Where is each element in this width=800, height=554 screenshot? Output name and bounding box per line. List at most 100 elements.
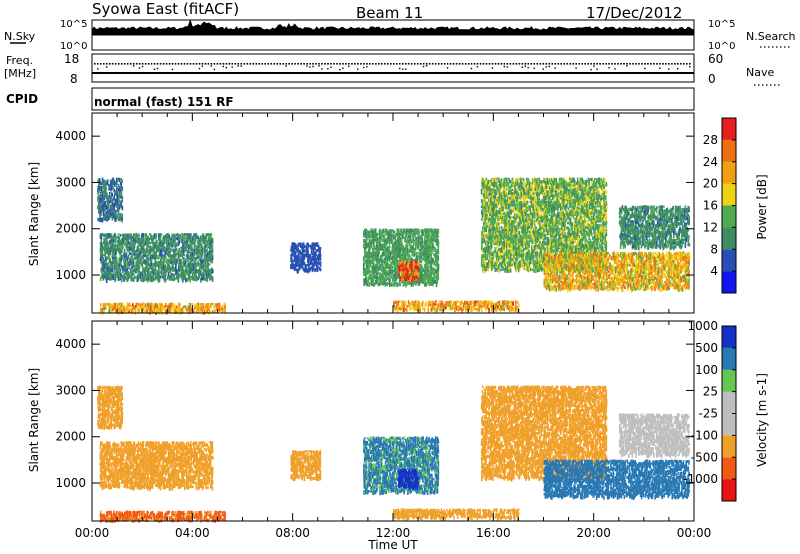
power-echo-cell	[413, 276, 416, 280]
power-echo-cell	[193, 275, 196, 280]
power-echo-cell	[159, 271, 162, 274]
power-echo-cell	[117, 177, 120, 180]
power-echo-cell	[376, 239, 379, 244]
power-echo-cell	[423, 251, 425, 256]
power-echo-cell	[138, 307, 140, 313]
power-echo-cell	[106, 205, 108, 210]
power-echo-cell	[194, 258, 197, 262]
power-echo-cell	[486, 305, 488, 310]
power-echo-cell	[160, 242, 163, 247]
power-echo-cell	[397, 255, 400, 258]
nave-dot	[150, 63, 153, 65]
power-echo-cell	[109, 258, 112, 264]
power-echo-cell	[308, 268, 311, 273]
power-echo-cell	[485, 301, 487, 305]
power-echo-cell	[112, 258, 114, 264]
power-echo-cell	[167, 258, 170, 263]
power-echo-cell	[144, 241, 147, 246]
power-echo-cell	[158, 256, 161, 259]
power-echo-cell	[161, 302, 164, 307]
nave-dot	[318, 65, 320, 67]
power-echo-cell	[149, 233, 151, 236]
power-echo-cell	[208, 305, 210, 309]
power-echo-cell	[195, 303, 198, 307]
power-echo-cell	[151, 303, 154, 308]
power-echo-cell	[428, 259, 430, 264]
power-echo-cell	[424, 280, 426, 285]
nave-dot	[106, 66, 108, 68]
power-echo-cell	[429, 302, 432, 307]
power-echo-cell	[306, 242, 308, 246]
power-echo-cell	[98, 194, 100, 200]
noise-trace	[91, 19, 695, 40]
power-echo-cell	[173, 275, 175, 278]
power-echo-cell	[207, 260, 209, 263]
power-echo-cell	[128, 241, 130, 245]
power-echo-cell	[223, 303, 226, 308]
power-echo-cell	[116, 194, 118, 199]
nave-dot	[476, 63, 479, 65]
power-echo-cell	[396, 228, 398, 233]
power-echo-cell	[137, 271, 139, 275]
power-echo-cell	[117, 187, 119, 192]
power-echo-cell	[210, 233, 213, 236]
power-echo-cell	[162, 256, 164, 260]
power-echo-cell	[290, 264, 292, 269]
power-echo-cell	[362, 269, 365, 274]
nave-dot	[668, 68, 670, 70]
power-echo-cell	[118, 205, 121, 210]
power-echo-cell	[385, 229, 387, 232]
power-echo-cell	[365, 228, 368, 233]
power-echo-cell	[434, 276, 437, 280]
power-echo-cell	[438, 300, 441, 305]
power-echo-cell	[183, 252, 185, 256]
power-echo-cell	[193, 233, 195, 237]
power-echo-cell	[415, 251, 418, 256]
power-echo-cell	[423, 276, 426, 280]
power-echo-cell	[179, 235, 181, 239]
power-echo-cell	[447, 302, 450, 307]
power-echo-cell	[364, 246, 366, 252]
nave-dot	[575, 67, 577, 69]
power-echo-cell	[108, 184, 110, 188]
power-echo-cell	[102, 307, 104, 310]
power-echo-cell	[141, 273, 144, 277]
power-echo-cell	[149, 252, 152, 257]
power-echo-cell	[200, 269, 202, 275]
power-echo-cell	[387, 256, 389, 259]
power-echo-cell	[110, 195, 113, 199]
power-echo-cell	[197, 241, 199, 244]
power-echo-cell	[143, 248, 146, 254]
power-echo-cell	[130, 246, 132, 252]
power-echo-cell	[370, 270, 372, 274]
power-echo-cell	[115, 303, 117, 308]
power-echo-cell	[224, 309, 227, 313]
nave-dot	[396, 63, 398, 65]
power-echo-cell	[134, 305, 137, 309]
power-echo-cell	[369, 235, 371, 239]
power-echo-cell	[314, 255, 316, 261]
power-echo-cell	[119, 264, 122, 267]
power-echo-cell	[461, 308, 463, 313]
power-echo-cell	[121, 237, 123, 242]
power-echo-cell	[139, 305, 141, 310]
nave-dot	[623, 63, 625, 65]
power-echo-cell	[128, 250, 131, 255]
power-echo-cell	[108, 194, 111, 198]
power-echo-cell	[399, 253, 402, 258]
power-echo-cell	[159, 235, 162, 240]
power-echo-cell	[129, 258, 131, 262]
power-echo-cell	[126, 233, 129, 237]
nave-dot	[171, 68, 174, 71]
power-echo-cell	[430, 238, 432, 244]
power-echo-cell	[407, 263, 409, 267]
power-echo-cell	[97, 205, 100, 209]
power-echo-cell	[290, 253, 292, 259]
power-echo-cell	[474, 300, 477, 305]
power-echo-cell	[500, 192, 503, 197]
power-echo-cell	[437, 265, 440, 271]
power-echo-cell	[174, 249, 177, 252]
power-echo-cell	[162, 244, 165, 249]
power-echo-cell	[156, 273, 158, 277]
power-echo-cell	[147, 250, 150, 255]
